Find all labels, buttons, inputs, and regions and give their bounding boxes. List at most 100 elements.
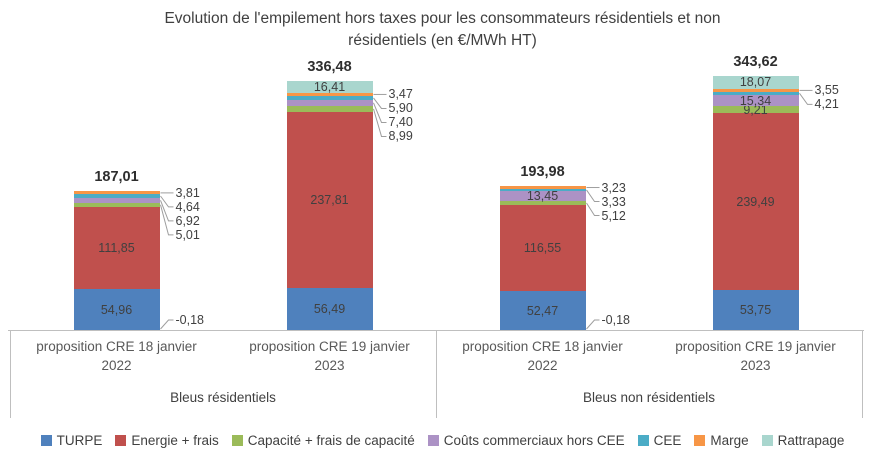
leader-line <box>373 108 387 137</box>
legend-marker <box>115 435 127 446</box>
leader-line <box>799 92 813 105</box>
bar-segment-capacite-frais-de-capacite <box>286 105 373 113</box>
chart-title-line1: Evolution de l'empilement hors taxes pou… <box>164 10 721 27</box>
bar-segment-turpe <box>499 291 586 330</box>
leader-line <box>373 97 387 109</box>
category-label: proposition CRE 18 janvier 2022 <box>36 339 197 373</box>
leader-line <box>373 102 387 123</box>
legend-marker <box>40 435 52 446</box>
leader-line <box>160 200 174 222</box>
group-label: Bleus résidentiels <box>170 390 276 405</box>
bar-segment-marge <box>499 186 586 189</box>
callout-value-label: 3,33 <box>601 194 626 209</box>
value-label: 54,96 <box>100 302 133 317</box>
legend-item-turpe: TURPE <box>40 433 103 448</box>
legend-label: Capacité + frais de capacité <box>247 433 415 448</box>
legend-item-marge: Marge <box>694 433 749 448</box>
bar-segment-energie-frais <box>286 112 373 289</box>
legend-label: CEE <box>653 433 682 448</box>
callout-value-label: 6,92 <box>175 213 200 228</box>
bar-segment-couts-commerciaux-hors-cee <box>712 94 799 107</box>
leader-line <box>160 204 174 236</box>
bar-segment-cee <box>712 91 799 95</box>
value-label: 53,75 <box>739 303 772 318</box>
leader-line <box>586 319 600 330</box>
value-label: 13,45 <box>526 189 559 204</box>
legend-label: Rattrapage <box>777 433 845 448</box>
bar-segment-energie-frais <box>73 206 160 290</box>
category-label: proposition CRE 19 janvier 2023 <box>249 339 410 373</box>
legend-marker <box>231 435 243 446</box>
callout-value-label: 5,01 <box>175 227 200 242</box>
axis-group-separator <box>436 330 437 418</box>
legend-label: Energie + frais <box>131 433 219 448</box>
leader-line <box>586 202 600 217</box>
callout-value-label: 5,12 <box>601 208 626 223</box>
bar-segment-energie-frais <box>499 204 586 292</box>
bar-segment-couts-commerciaux-hors-cee <box>73 197 160 203</box>
total-label: 336,48 <box>307 59 352 75</box>
legend-marker <box>761 435 773 446</box>
bar-segment-couts-commerciaux-hors-cee <box>286 100 373 106</box>
callout-value-label: 7,40 <box>388 115 413 130</box>
legend-label: Coûts commerciaux hors CEE <box>443 433 625 448</box>
bar-segment-cee <box>499 188 586 192</box>
leader-line <box>586 189 600 203</box>
category-label: proposition CRE 19 janvier 2023 <box>675 339 836 373</box>
chart-legend: TURPE Energie + frais Capacité + frais de … <box>0 433 885 448</box>
value-label: 16,41 <box>313 80 346 95</box>
bar-segment-rattrapage <box>712 75 799 90</box>
bar-segment-marge <box>712 89 799 92</box>
bar-segment-cee <box>286 95 373 101</box>
callout-value-label: 5,90 <box>388 101 413 116</box>
callout-value-label: -0,18 <box>175 313 205 327</box>
legend-marker <box>694 435 706 446</box>
chart-title-line2: résidentiels (en €/MWh HT) <box>348 32 537 49</box>
bar-segment-capacite-frais-de-capacite <box>73 202 160 207</box>
bar-segment-energie-frais <box>712 113 799 291</box>
value-label: 239,49 <box>736 194 775 209</box>
bar-segment-turpe <box>712 290 799 330</box>
bar-segment-marge <box>73 191 160 195</box>
category-label: proposition CRE 18 janvier 2022 <box>462 339 623 373</box>
legend-item-couts-commerciaux-hors-cee: Coûts commerciaux hors CEE <box>427 433 625 448</box>
total-label: 343,62 <box>733 53 778 70</box>
value-label: 15,34 <box>739 93 772 108</box>
total-label: 193,98 <box>520 164 565 181</box>
bar-segment-turpe <box>286 288 373 330</box>
bar-segment-turpe <box>73 289 160 330</box>
value-label: 56,49 <box>313 302 346 317</box>
value-label: 111,85 <box>98 240 135 255</box>
callout-value-label: 3,55 <box>814 83 839 98</box>
legend-marker <box>637 435 649 446</box>
bar-segment-cee <box>73 194 160 198</box>
callout-value-label: 8,99 <box>388 129 413 144</box>
legend-label: Marge <box>710 433 749 448</box>
value-label: 116,55 <box>523 241 562 256</box>
callout-value-label: -0,18 <box>601 313 631 327</box>
callout-value-label: 3,23 <box>601 180 626 195</box>
legend-marker <box>427 435 439 446</box>
value-label: 18,07 <box>739 75 772 90</box>
total-label: 187,01 <box>94 169 139 186</box>
callout-value-label: 4,64 <box>175 199 200 214</box>
axis-group-separator <box>10 330 11 418</box>
bar-segment-rattrapage <box>286 81 373 94</box>
bar-segment-marge <box>286 93 373 96</box>
value-label: 52,47 <box>526 303 559 318</box>
leader-line <box>160 319 174 330</box>
callout-value-label: 3,81 <box>175 185 200 200</box>
legend-label: TURPE <box>56 433 103 448</box>
value-label: 237,81 <box>310 193 349 208</box>
axis-group-separator <box>862 330 863 418</box>
group-label: Bleus non résidentiels <box>582 390 716 405</box>
legend-item-capacite-frais-de-capacite: Capacité + frais de capacité <box>231 433 415 448</box>
leader-line <box>160 195 174 208</box>
legend-item-energie-frais: Energie + frais <box>115 433 219 448</box>
bar-segment-capacite-frais-de-capacite <box>712 106 799 113</box>
callout-value-label: 3,47 <box>388 87 413 102</box>
callout-value-label: 4,21 <box>814 97 839 112</box>
legend-item-cee: CEE <box>637 433 682 448</box>
bar-segment-couts-commerciaux-hors-cee <box>499 191 586 202</box>
